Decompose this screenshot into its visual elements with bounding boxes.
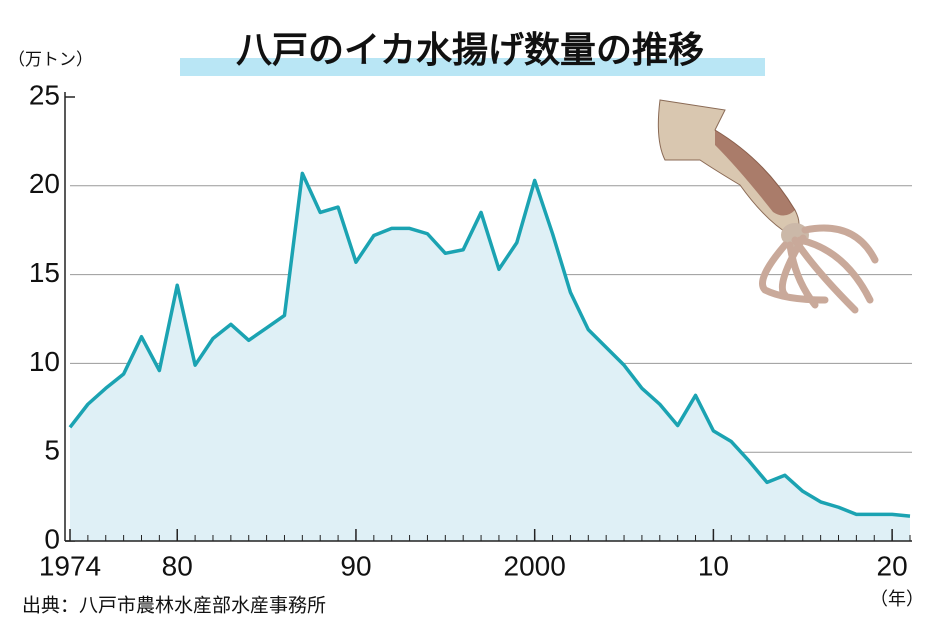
squid-illustration: [657, 99, 879, 314]
title-highlight: [180, 58, 765, 76]
y-tick-label: 15: [29, 257, 60, 288]
plot: 0 5 10 15 20 25 1974 80 90 2000 10 20: [29, 79, 912, 581]
x-tick-label: 90: [340, 550, 371, 581]
x-tick-label: 20: [877, 550, 908, 581]
chart-title: 八戸のイカ水揚げ数量の推移: [236, 30, 704, 71]
y-unit: （万トン）: [8, 50, 93, 70]
line: [68, 171, 911, 518]
source: 出典：八戸市農林水産部水産事務所: [22, 595, 326, 617]
y-tick-label: 20: [29, 168, 60, 199]
y-tick-label: 25: [29, 79, 60, 110]
y-tick-label: 0: [44, 523, 60, 554]
x-unit: （年）: [870, 589, 924, 610]
x-tick-label: 1974: [39, 550, 101, 581]
x-tick-label: 80: [162, 550, 193, 581]
area: [70, 173, 910, 542]
x-tick-label: 10: [698, 550, 729, 581]
x-tick-label: 2000: [504, 550, 566, 581]
y-tick-label: 10: [29, 346, 60, 377]
y-tick-label: 5: [44, 435, 60, 466]
